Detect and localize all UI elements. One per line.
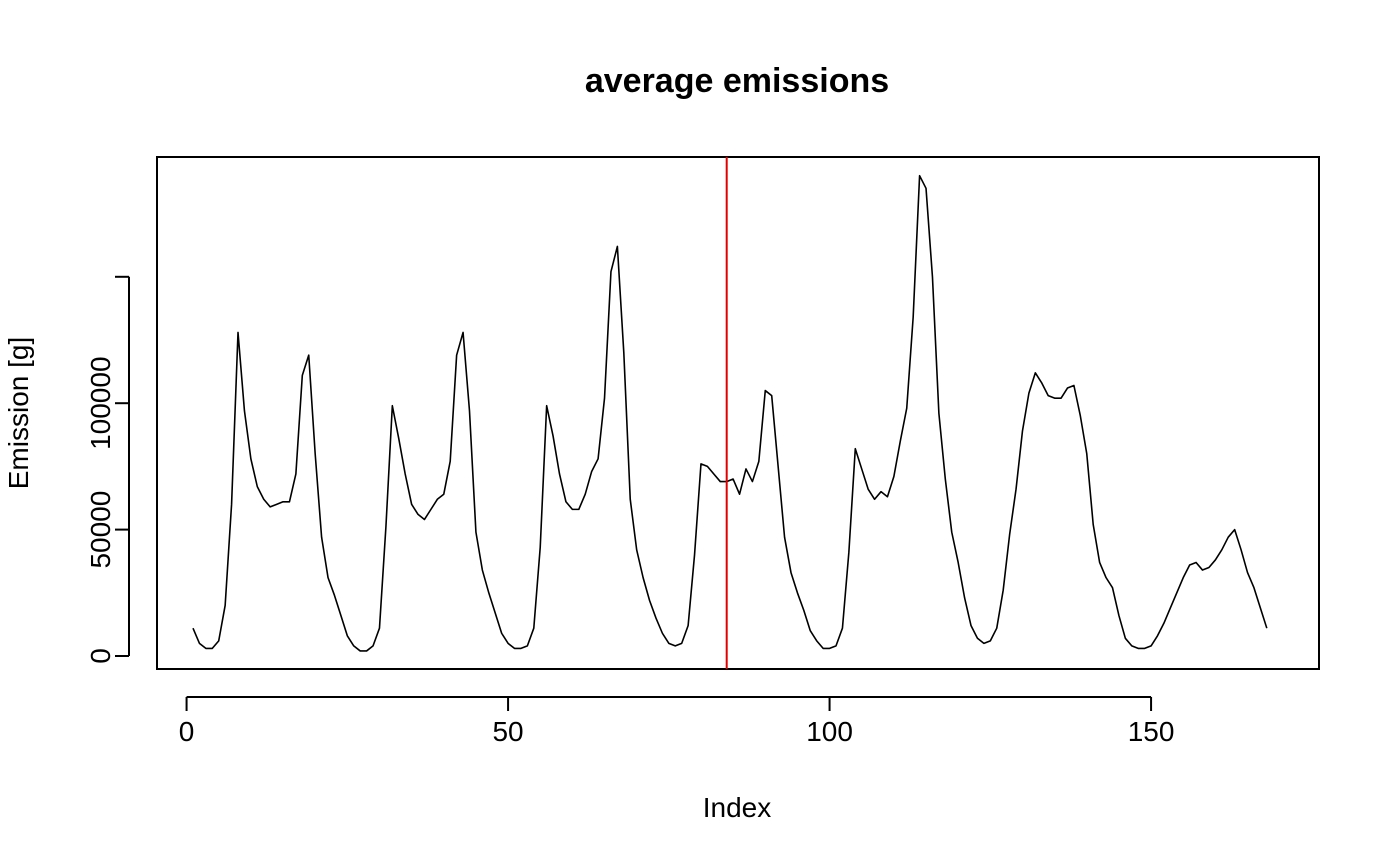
y-axis: 0 50000 100000: [85, 275, 130, 664]
x-tick-label: 50: [492, 716, 523, 747]
y-tick-label: 50000: [85, 491, 116, 569]
series-line-emissions: [192, 174, 1268, 652]
plot-frame: [156, 156, 1320, 670]
y-tick-label: 100000: [85, 356, 116, 449]
y-axis-label: Emission [g]: [3, 337, 34, 490]
x-axis-label: Index: [703, 792, 772, 823]
x-tick-label: 0: [179, 716, 195, 747]
chart-title: average emissions: [585, 62, 889, 100]
y-tick-label: 0: [85, 648, 116, 664]
x-axis: 0 50 100 150: [179, 696, 1175, 747]
x-tick-label: 150: [1128, 716, 1175, 747]
x-tick-label: 100: [806, 716, 853, 747]
